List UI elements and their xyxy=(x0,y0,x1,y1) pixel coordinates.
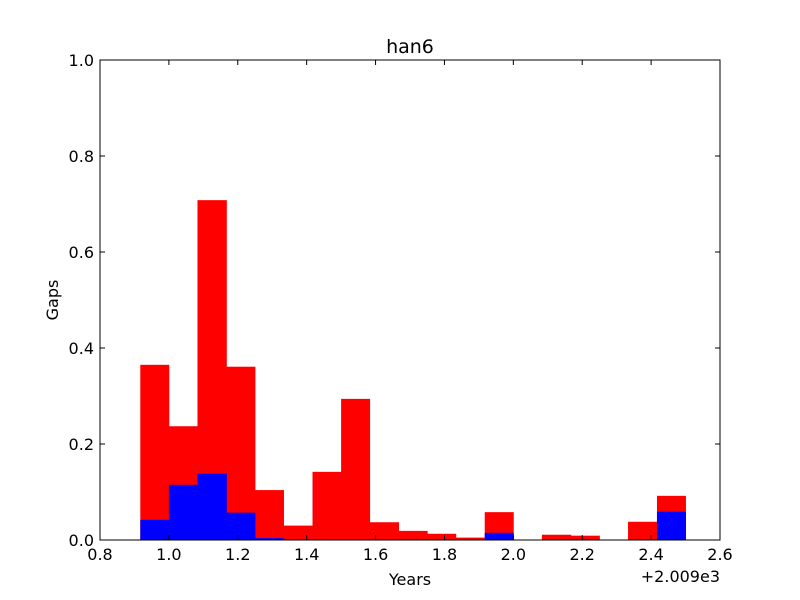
y-tick-label: 1.0 xyxy=(69,51,94,70)
x-tick-label: 2.0 xyxy=(501,545,526,564)
x-tick-label: 1.2 xyxy=(225,545,250,564)
bar-series-0-bin-4 xyxy=(255,490,284,540)
bar-series-1-bin-18 xyxy=(656,511,686,540)
bar-series-0-bin-9 xyxy=(398,530,428,540)
y-tick-label: 0.8 xyxy=(69,147,94,166)
bars-layer xyxy=(140,200,686,540)
bar-series-1-bin-2 xyxy=(197,473,227,540)
x-tick-label: 1.0 xyxy=(156,545,181,564)
x-tick-label: 1.6 xyxy=(363,545,388,564)
bar-series-0-bin-15 xyxy=(570,535,600,540)
bar-series-1-bin-4 xyxy=(255,538,284,540)
y-tick-label: 0.4 xyxy=(69,339,94,358)
x-tick-label: 0.8 xyxy=(87,545,112,564)
bar-series-0-bin-11 xyxy=(455,537,486,540)
bar-series-0-bin-8 xyxy=(369,522,400,540)
bar-series-1-bin-1 xyxy=(168,484,198,540)
x-tick-label: 2.2 xyxy=(569,545,594,564)
bar-series-0-bin-5 xyxy=(283,525,313,540)
plot-frame xyxy=(99,59,721,541)
y-tick-label: 0.6 xyxy=(69,243,94,262)
bar-series-1-bin-0 xyxy=(140,519,170,540)
x-axis-label: Years xyxy=(388,570,431,589)
y-tick-label: 0.0 xyxy=(69,531,94,550)
y-axis-label: Gaps xyxy=(43,280,62,321)
bar-series-0-bin-7 xyxy=(341,398,371,540)
x-tick-label: 2.6 xyxy=(707,545,732,564)
bar-series-1-bin-12 xyxy=(484,532,514,540)
bar-series-0-bin-3 xyxy=(226,366,256,540)
y-tick-label: 0.2 xyxy=(69,435,94,454)
bar-series-0-bin-10 xyxy=(427,533,457,540)
bar-series-1-bin-3 xyxy=(226,512,256,540)
x-tick-label: 1.4 xyxy=(294,545,319,564)
bar-series-0-bin-17 xyxy=(628,521,658,540)
x-axis-offset-label: +2.009e3 xyxy=(641,567,720,586)
ticks-layer: 0.8 1.0 1.2 1.4 1.6 1.8 2.0 2.2 2.4 2.6 0.0 0.2 0.4 0… xyxy=(69,51,733,564)
x-tick-label: 1.8 xyxy=(432,545,457,564)
bar-series-0-bin-14 xyxy=(541,534,572,540)
bar-series-0-bin-6 xyxy=(312,471,342,540)
chart-title: han6 xyxy=(386,36,434,58)
x-tick-label: 2.4 xyxy=(638,545,663,564)
bar-series-0-bin-0 xyxy=(140,364,170,540)
